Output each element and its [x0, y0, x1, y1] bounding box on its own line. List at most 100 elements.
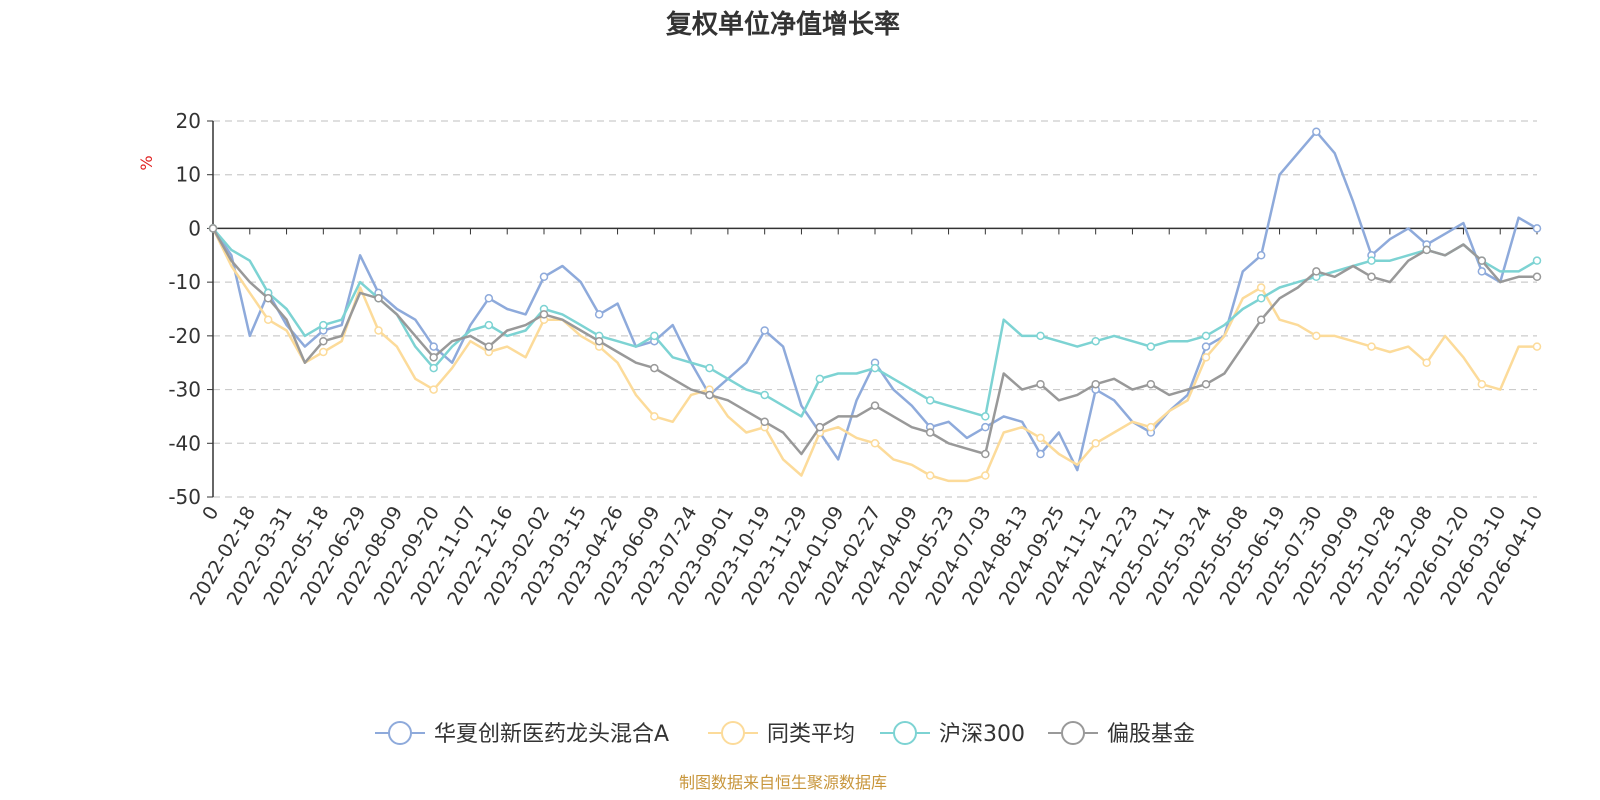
data-point — [1146, 422, 1156, 432]
data-point — [981, 471, 990, 480]
data-point — [1091, 336, 1100, 346]
data-point — [1532, 256, 1542, 265]
data-point — [925, 428, 935, 437]
data-point — [1422, 245, 1431, 255]
data-point — [1256, 294, 1266, 303]
data-point — [1477, 256, 1487, 265]
data-point — [1477, 379, 1487, 389]
y-tick-label: 0 — [188, 216, 201, 240]
data-point — [1312, 127, 1321, 136]
data-point — [263, 294, 273, 303]
data-point — [1367, 272, 1376, 282]
data-point — [1256, 315, 1266, 324]
chart-title: 复权单位净值增长率 — [666, 9, 900, 40]
data-point — [981, 412, 990, 421]
legend-label: 同类平均 — [767, 722, 855, 747]
data-point — [870, 439, 880, 448]
data-point — [1201, 379, 1211, 389]
data-point — [650, 412, 659, 421]
data-point — [1201, 342, 1211, 351]
data-point — [650, 363, 659, 373]
data-point — [594, 336, 604, 346]
data-point — [1422, 358, 1431, 367]
data-point — [760, 417, 769, 427]
data-point — [815, 374, 825, 384]
legend-label: 偏股基金 — [1107, 722, 1195, 747]
data-point — [429, 342, 438, 351]
data-point — [484, 320, 494, 330]
y-axis-label: % — [137, 155, 156, 170]
data-point — [484, 294, 494, 303]
data-point — [319, 320, 328, 330]
data-point — [319, 336, 328, 346]
data-point — [925, 396, 935, 405]
legend-item-2[interactable]: 沪深300 — [880, 721, 1025, 747]
y-tick-label: -20 — [168, 324, 201, 348]
axes: 20100-10-20-30-40-5002022-02-182022-03-3… — [168, 109, 1547, 609]
legend-marker-icon — [1061, 721, 1085, 745]
series-line-0 — [211, 130, 1538, 472]
x-tick-label: 0 — [198, 503, 223, 524]
legend-item-1[interactable]: 同类平均 — [708, 721, 855, 747]
y-tick-label: -50 — [168, 485, 201, 509]
legend-label: 沪深300 — [939, 722, 1025, 747]
data-point — [429, 385, 438, 394]
data-point — [1312, 331, 1321, 341]
data-point — [1146, 342, 1156, 351]
data-point — [1201, 353, 1211, 362]
data-point — [981, 449, 990, 459]
y-tick-label: 20 — [176, 109, 201, 133]
legend-marker-icon — [388, 721, 412, 745]
series-line-2 — [212, 227, 1538, 418]
data-point — [539, 272, 549, 282]
data-point — [1256, 283, 1266, 292]
data-point — [1036, 433, 1045, 443]
data-point — [705, 363, 714, 373]
data-point — [870, 401, 880, 410]
legend-label: 华夏创新医药龙头混合A — [434, 722, 669, 747]
y-tick-label: -10 — [168, 270, 201, 294]
data-point — [319, 347, 328, 357]
legend-item-3[interactable]: 偏股基金 — [1048, 721, 1195, 747]
y-tick-label: -30 — [168, 378, 201, 402]
data-point — [539, 310, 549, 319]
data-point — [1312, 267, 1321, 276]
data-point — [1532, 224, 1542, 233]
data-point — [374, 326, 383, 335]
data-point — [870, 363, 880, 373]
data-point — [1146, 379, 1156, 389]
data-point — [981, 422, 990, 432]
data-point — [760, 390, 769, 400]
data-point — [374, 294, 383, 303]
data-point — [1367, 256, 1376, 265]
data-point — [705, 390, 714, 400]
data-point — [925, 471, 935, 480]
data-point — [815, 422, 825, 432]
data-point — [263, 315, 273, 324]
legend-item-0[interactable]: 华夏创新医药龙头混合A — [375, 721, 669, 747]
data-point — [1091, 439, 1100, 448]
data-point — [208, 224, 218, 233]
legend-marker-icon — [893, 721, 917, 745]
source-note: 制图数据来自恒生聚源数据库 — [679, 773, 887, 792]
data-point — [1036, 331, 1045, 341]
data-point — [1091, 379, 1100, 389]
data-point — [594, 310, 604, 319]
data-point — [1532, 272, 1542, 282]
data-point — [429, 353, 438, 362]
data-point — [1036, 379, 1045, 389]
data-point — [1367, 342, 1376, 351]
data-point — [1256, 251, 1266, 260]
y-tick-label: 10 — [176, 163, 201, 187]
data-point — [484, 342, 494, 351]
data-point — [760, 326, 769, 335]
data-point — [1532, 342, 1542, 351]
data-point — [1477, 267, 1487, 276]
data-point — [1201, 331, 1211, 341]
data-point — [429, 363, 438, 373]
legend[interactable]: 华夏创新医药龙头混合A 同类平均 沪深300 偏股基金 — [375, 721, 1195, 747]
y-tick-label: -40 — [168, 431, 201, 455]
series-lines — [208, 127, 1542, 483]
data-point — [650, 331, 659, 341]
